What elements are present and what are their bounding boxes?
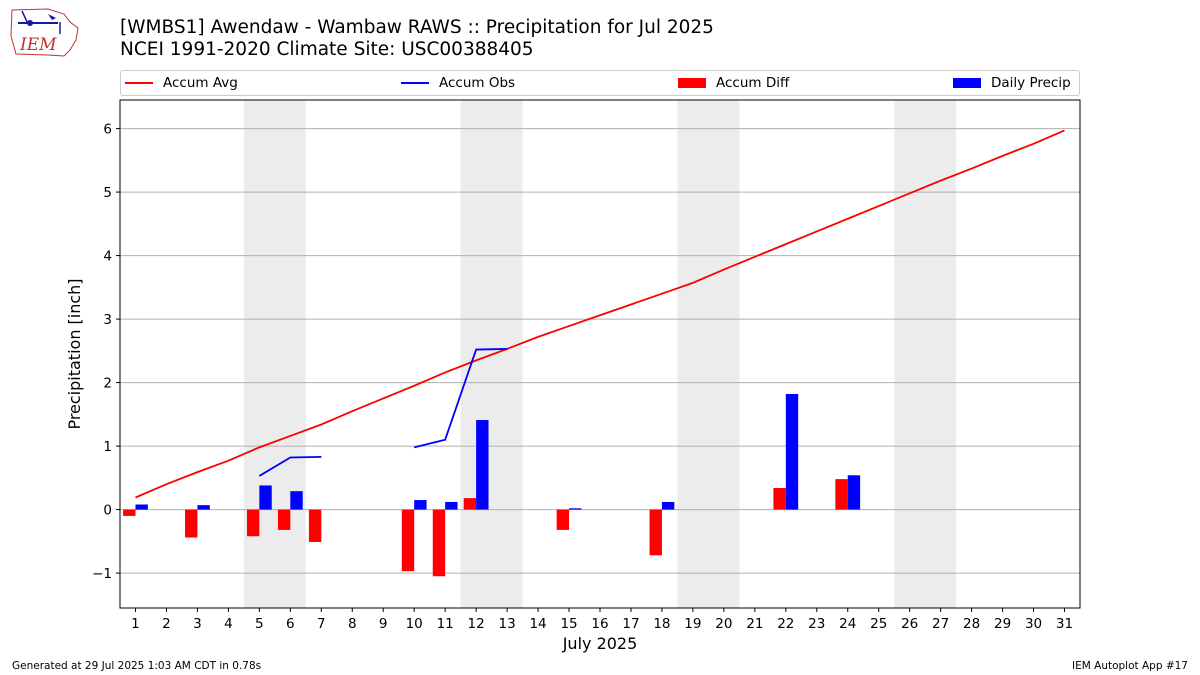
x-tick-label: 22 [777,616,794,632]
accum-obs-line [413,348,508,449]
iem-logo: IEM [10,8,79,57]
diff-bar [185,509,198,538]
daily-precip-bar [785,394,799,510]
diff-bar [277,509,291,530]
legend-item-accum-avg: Accum Avg [125,71,238,95]
x-tick-label: 28 [963,616,980,632]
legend-item-accum-diff: Accum Diff [678,71,789,95]
x-tick-label: 19 [684,616,701,632]
x-axis-label: July 2025 [562,634,638,653]
x-tick-label: 3 [193,616,202,632]
y-tick-label: 2 [103,376,112,392]
daily-precip-bar [290,491,303,510]
weekend-band [894,100,957,608]
legend-swatch [953,78,981,88]
daily-precip-bar [414,500,427,510]
footer-app: IEM Autoplot App #17 [1072,660,1188,672]
y-tick-label: 1 [103,439,112,455]
x-tick-label: 25 [870,616,887,632]
x-tick-label: 21 [746,616,763,632]
legend-swatch [678,78,706,88]
x-tick-label: 6 [286,616,295,632]
x-tick-label: 1 [131,616,140,632]
daily-precip-bar [476,420,489,510]
daily-precip-bar [569,508,582,510]
y-tick-label: 6 [103,122,112,138]
y-axis-label: Precipitation [inch] [65,278,84,429]
legend-label: Accum Obs [439,75,516,91]
legend-label: Accum Diff [716,75,790,91]
accum-obs-line [258,455,322,477]
x-tick-label: 7 [317,616,326,632]
y-tick-label: −1 [92,566,112,582]
x-tick-label: 20 [715,616,732,632]
diff-bar [835,479,848,510]
y-tick-label: 0 [103,503,112,519]
accum-avg-line [135,129,1065,499]
daily-precip-bar [847,475,861,510]
x-tick-label: 14 [529,616,546,632]
diff-bar [401,509,415,572]
diff-bar [246,509,260,537]
x-tick-label: 16 [591,616,608,632]
x-tick-label: 11 [437,616,454,632]
x-tick-label: 5 [255,616,264,632]
footer-generated: Generated at 29 Jul 2025 1:03 AM CDT in … [12,660,262,672]
x-tick-label: 27 [932,616,949,632]
diff-bar [308,509,322,542]
daily-precip-bar [135,504,148,510]
logo-text: IEM [19,35,57,55]
legend: Accum Avg Accum Obs Accum Diff Daily Pre… [120,70,1080,96]
x-tick-label: 30 [1025,616,1042,632]
x-tick-label: 9 [379,616,388,632]
diff-bar [556,509,570,530]
x-tick-label: 31 [1056,616,1073,632]
diff-bar [432,509,446,577]
daily-precip-bar [661,501,675,510]
weekend-band [677,100,740,608]
legend-item-accum-obs: Accum Obs [401,71,515,95]
legend-swatch [125,82,153,84]
x-tick-label: 13 [499,616,516,632]
legend-label: Accum Avg [163,75,238,91]
diff-bar [463,498,477,510]
diff-bar [123,509,136,516]
x-tick-label: 29 [994,616,1011,632]
x-tick-label: 4 [224,616,233,632]
chart-title: [WMBS1] Awendaw - Wambaw RAWS :: Precipi… [120,17,714,38]
legend-swatch [401,82,429,84]
legend-label: Daily Precip [991,75,1071,91]
x-tick-label: 12 [468,616,485,632]
x-tick-label: 17 [622,616,639,632]
y-tick-label: 3 [103,312,112,328]
x-tick-label: 10 [406,616,423,632]
diff-bar [773,487,786,510]
x-tick-label: 24 [839,616,856,632]
diff-bar [649,509,662,556]
legend-item-daily-precip: Daily Precip [953,71,1071,95]
x-tick-label: 23 [808,616,825,632]
x-tick-label: 18 [653,616,670,632]
daily-precip-bar [445,501,458,510]
x-tick-label: 8 [348,616,357,632]
y-tick-label: 5 [103,185,112,201]
x-tick-label: 26 [901,616,918,632]
x-tick-label: 15 [560,616,577,632]
y-tick-label: 4 [103,249,112,265]
x-tick-label: 2 [162,616,171,632]
daily-precip-bar [259,485,272,510]
daily-precip-bar [197,505,210,510]
chart-subtitle: NCEI 1991-2020 Climate Site: USC00388405 [120,39,534,60]
